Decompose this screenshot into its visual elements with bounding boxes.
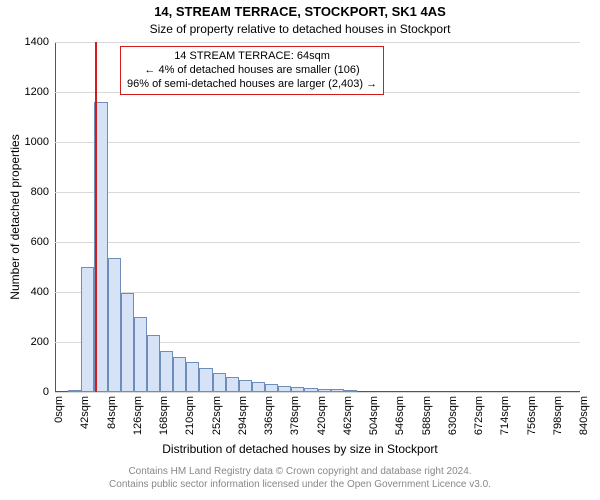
histogram-bar xyxy=(318,389,331,393)
x-tick-label: 588sqm xyxy=(421,396,433,435)
reference-line xyxy=(95,42,97,392)
x-tick-label: 504sqm xyxy=(368,396,380,435)
info-box-line: 96% of semi-detached houses are larger (… xyxy=(127,78,377,92)
histogram-bar xyxy=(186,362,199,392)
chart-subtitle: Size of property relative to detached ho… xyxy=(0,22,600,36)
info-box: 14 STREAM TERRACE: 64sqm← 4% of detached… xyxy=(120,46,384,95)
histogram-bar xyxy=(239,380,252,393)
x-tick-label: 798sqm xyxy=(552,396,564,435)
histogram-bar xyxy=(68,390,81,392)
y-tick-label: 400 xyxy=(31,286,55,298)
x-tick-label: 84sqm xyxy=(106,396,118,429)
chart-container: 14, STREAM TERRACE, STOCKPORT, SK1 4AS S… xyxy=(0,0,600,500)
x-tick-label: 420sqm xyxy=(316,396,328,435)
footer-attribution: Contains HM Land Registry data © Crown c… xyxy=(0,466,600,491)
histogram-bar xyxy=(199,368,212,392)
x-tick-label: 462sqm xyxy=(342,396,354,435)
x-tick-label: 714sqm xyxy=(499,396,511,435)
x-tick-label: 42sqm xyxy=(79,396,91,429)
y-tick-label: 200 xyxy=(31,336,55,348)
plot-area: 02004006008001000120014000sqm42sqm84sqm1… xyxy=(55,42,580,392)
histogram-bar xyxy=(213,373,226,392)
x-axis-label: Distribution of detached houses by size … xyxy=(0,442,600,456)
histogram-bar xyxy=(147,335,160,393)
x-tick-label: 168sqm xyxy=(158,396,170,435)
grid-line xyxy=(55,242,580,243)
histogram-bar xyxy=(304,388,317,393)
histogram-bar xyxy=(160,351,173,392)
y-tick-label: 1200 xyxy=(25,86,55,98)
grid-line xyxy=(55,392,580,393)
x-tick-label: 756sqm xyxy=(526,396,538,435)
x-tick-label: 126sqm xyxy=(132,396,144,435)
histogram-bar xyxy=(344,390,357,393)
x-tick-label: 210sqm xyxy=(184,396,196,435)
histogram-bar xyxy=(278,386,291,393)
histogram-bar xyxy=(121,293,134,392)
histogram-bar xyxy=(265,384,278,392)
x-tick-label: 840sqm xyxy=(578,396,590,435)
grid-line xyxy=(55,192,580,193)
y-tick-label: 1400 xyxy=(25,36,55,48)
grid-line xyxy=(55,292,580,293)
histogram-bar xyxy=(226,377,239,392)
histogram-bar xyxy=(108,258,121,392)
x-tick-label: 294sqm xyxy=(237,396,249,435)
histogram-bar xyxy=(81,267,94,392)
footer-line-1: Contains HM Land Registry data © Crown c… xyxy=(0,466,600,479)
histogram-bar xyxy=(291,387,304,393)
x-tick-label: 630sqm xyxy=(447,396,459,435)
histogram-bar xyxy=(173,357,186,392)
x-tick-label: 336sqm xyxy=(263,396,275,435)
y-axis-label: Number of detached properties xyxy=(8,134,22,299)
y-tick-label: 800 xyxy=(31,186,55,198)
histogram-bar xyxy=(134,317,147,392)
x-tick-label: 0sqm xyxy=(53,396,65,423)
x-tick-label: 252sqm xyxy=(211,396,223,435)
y-tick-label: 1000 xyxy=(25,136,55,148)
y-tick-label: 600 xyxy=(31,236,55,248)
x-tick-label: 672sqm xyxy=(473,396,485,435)
x-tick-label: 378sqm xyxy=(289,396,301,435)
grid-line xyxy=(55,42,580,43)
chart-title: 14, STREAM TERRACE, STOCKPORT, SK1 4AS xyxy=(0,4,600,19)
footer-line-2: Contains public sector information licen… xyxy=(0,479,600,492)
histogram-bar xyxy=(331,389,344,392)
grid-line xyxy=(55,142,580,143)
histogram-bar xyxy=(252,382,265,392)
info-box-line: 14 STREAM TERRACE: 64sqm xyxy=(127,50,377,64)
y-axis-line xyxy=(55,42,56,392)
x-tick-label: 546sqm xyxy=(394,396,406,435)
info-box-line: ← 4% of detached houses are smaller (106… xyxy=(127,64,377,78)
